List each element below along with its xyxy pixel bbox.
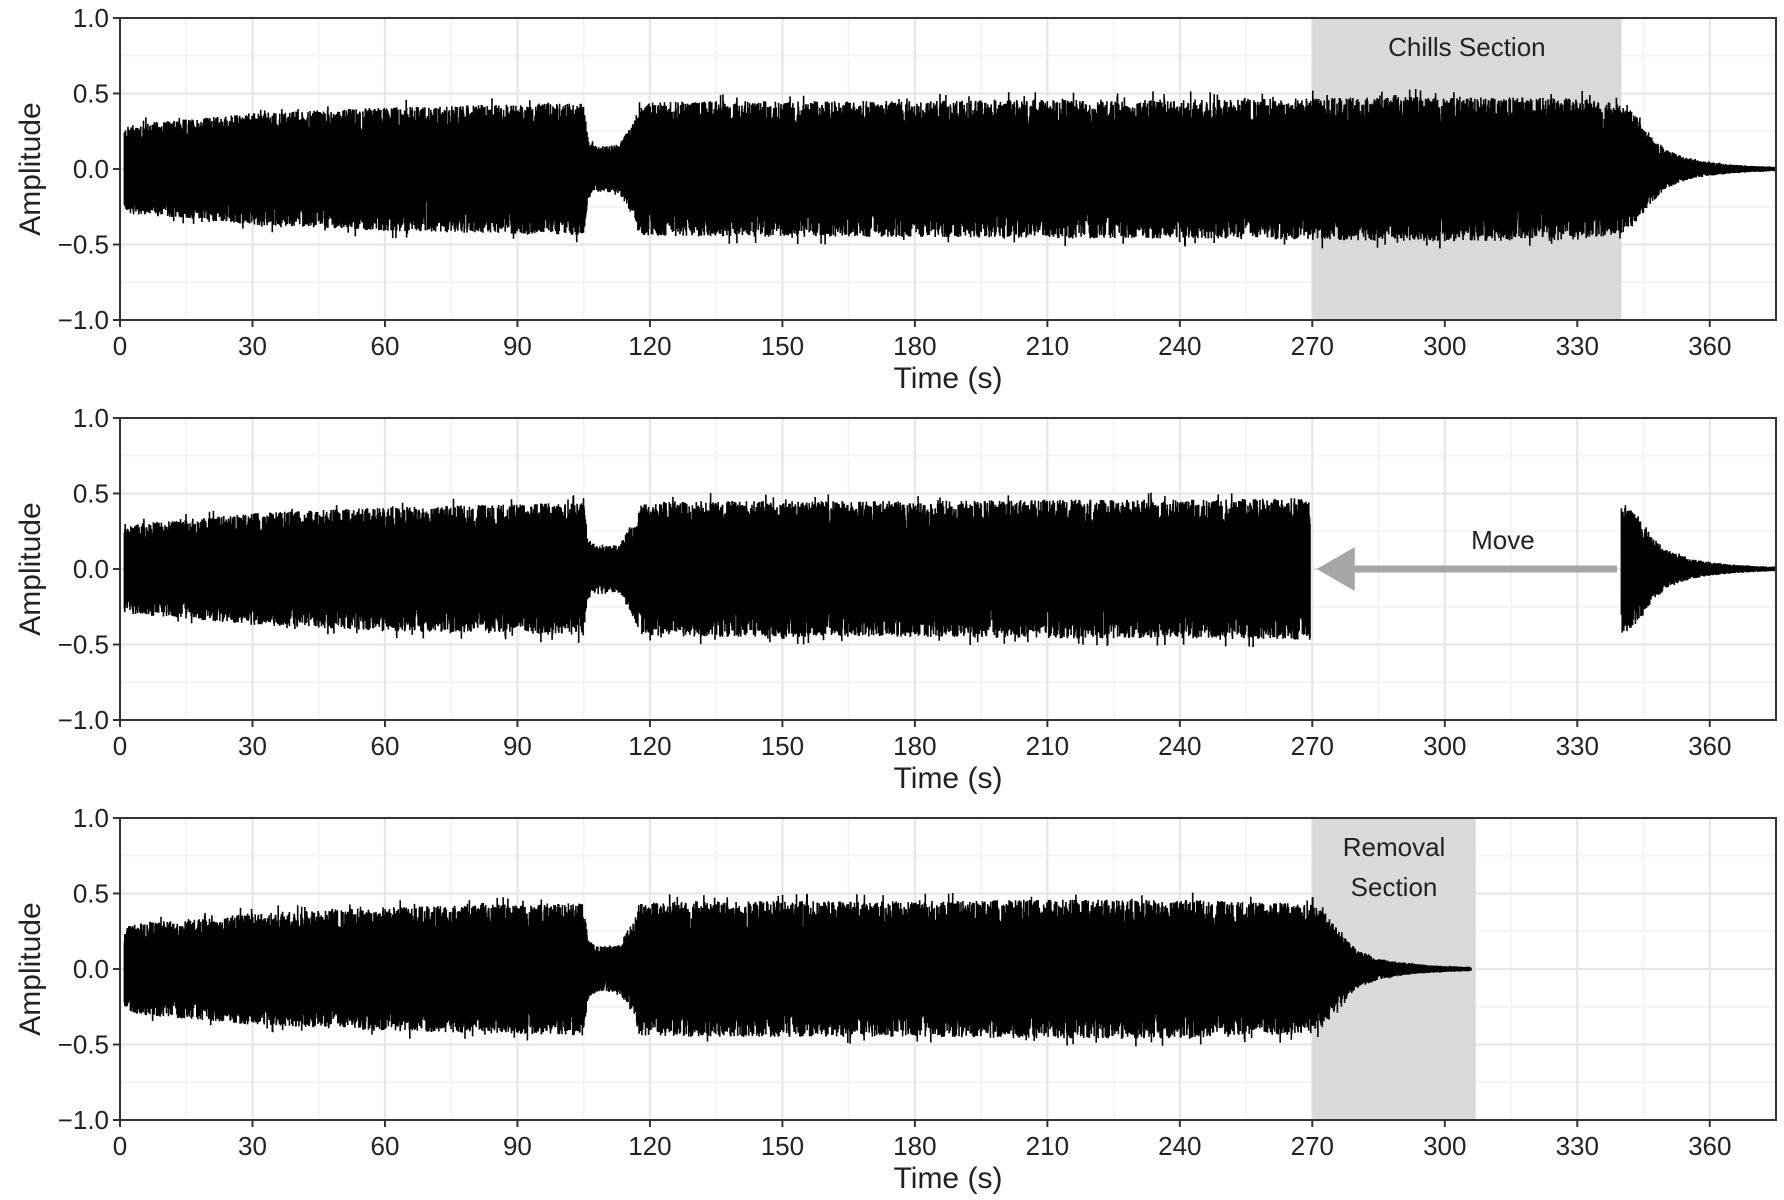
y-tick-label: 0.0 xyxy=(73,554,109,584)
y-tick-label: 0.5 xyxy=(73,79,109,109)
x-tick-label: 300 xyxy=(1423,731,1466,761)
y-tick-label: 1.0 xyxy=(73,403,109,433)
x-tick-label: 120 xyxy=(628,1131,671,1161)
panel-2: Move −1.0 −0.5 0.0 0.5 1.0 0 30 60 90 120 150 180 210… xyxy=(14,403,1777,795)
x-tick-label: 360 xyxy=(1688,1131,1731,1161)
y-axis-title: Amplitude xyxy=(14,102,47,235)
x-tick-label: 240 xyxy=(1158,1131,1201,1161)
region-label-line: Removal xyxy=(1343,832,1446,862)
x-tick-label: 330 xyxy=(1556,731,1599,761)
x-tick-label: 30 xyxy=(238,731,267,761)
x-axis-title: Time (s) xyxy=(894,362,1003,395)
y-tick-label: 0.0 xyxy=(73,154,109,184)
y-tick-label: 0.5 xyxy=(73,479,109,509)
x-tick-label: 150 xyxy=(761,1131,804,1161)
y-tick-label: −1.0 xyxy=(58,305,109,335)
y-tick-label: −1.0 xyxy=(58,1105,109,1135)
x-tick-label: 60 xyxy=(370,331,399,361)
y-tick-label: −1.0 xyxy=(58,705,109,735)
x-tick-label: 330 xyxy=(1556,1131,1599,1161)
x-tick-label: 120 xyxy=(628,731,671,761)
y-tick-label: 0.0 xyxy=(73,954,109,984)
arrow-label: Move xyxy=(1471,525,1535,555)
x-tick-label: 180 xyxy=(893,731,936,761)
x-tick-label: 330 xyxy=(1556,331,1599,361)
y-tick-label: 1.0 xyxy=(73,803,109,833)
x-tick-label: 270 xyxy=(1291,1131,1334,1161)
x-tick-label: 240 xyxy=(1158,331,1201,361)
x-tick-label: 90 xyxy=(503,1131,532,1161)
x-tick-label: 90 xyxy=(503,731,532,761)
waveform-series-1 xyxy=(123,492,1311,647)
x-tick-label: 60 xyxy=(370,731,399,761)
x-tick-label: 90 xyxy=(503,331,532,361)
y-tick-label: −0.5 xyxy=(58,630,109,660)
x-tick-label: 30 xyxy=(238,1131,267,1161)
x-tick-label: 360 xyxy=(1688,331,1731,361)
y-tick-label: −0.5 xyxy=(58,1030,109,1060)
y-tick-label: −0.5 xyxy=(58,230,109,260)
panel-3: Removal Section −1.0 −0.5 0.0 0.5 1.0 0 30 60 90 12… xyxy=(14,803,1777,1195)
x-tick-label: 150 xyxy=(761,331,804,361)
x-tick-label: 120 xyxy=(628,331,671,361)
x-axis-title: Time (s) xyxy=(894,762,1003,795)
x-tick-label: 300 xyxy=(1423,1131,1466,1161)
y-tick-label: 1.0 xyxy=(73,3,109,33)
x-tick-label: 210 xyxy=(1026,1131,1069,1161)
x-tick-label: 0 xyxy=(113,1131,127,1161)
y-tick-label: 0.5 xyxy=(73,879,109,909)
x-tick-label: 360 xyxy=(1688,731,1731,761)
x-tick-label: 30 xyxy=(238,331,267,361)
x-tick-label: 0 xyxy=(113,731,127,761)
x-tick-label: 180 xyxy=(893,1131,936,1161)
move-arrow-head xyxy=(1316,547,1355,591)
x-tick-label: 0 xyxy=(113,331,127,361)
x-tick-label: 300 xyxy=(1423,331,1466,361)
x-tick-label: 210 xyxy=(1026,331,1069,361)
x-tick-label: 180 xyxy=(893,331,936,361)
x-tick-label: 150 xyxy=(761,731,804,761)
region-label: Chills Section xyxy=(1388,32,1546,62)
x-tick-label: 270 xyxy=(1291,731,1334,761)
y-axis-title: Amplitude xyxy=(14,902,47,1035)
x-tick-label: 270 xyxy=(1291,331,1334,361)
x-axis-title: Time (s) xyxy=(894,1162,1003,1195)
region-label-line: Section xyxy=(1351,872,1438,902)
panel-1: Chills Section −1.0 −0.5 0.0 0.5 1.0 0 30 60 90 12… xyxy=(14,3,1777,395)
x-tick-label: 60 xyxy=(370,1131,399,1161)
x-tick-label: 240 xyxy=(1158,731,1201,761)
x-tick-label: 210 xyxy=(1026,731,1069,761)
y-axis-title: Amplitude xyxy=(14,502,47,635)
